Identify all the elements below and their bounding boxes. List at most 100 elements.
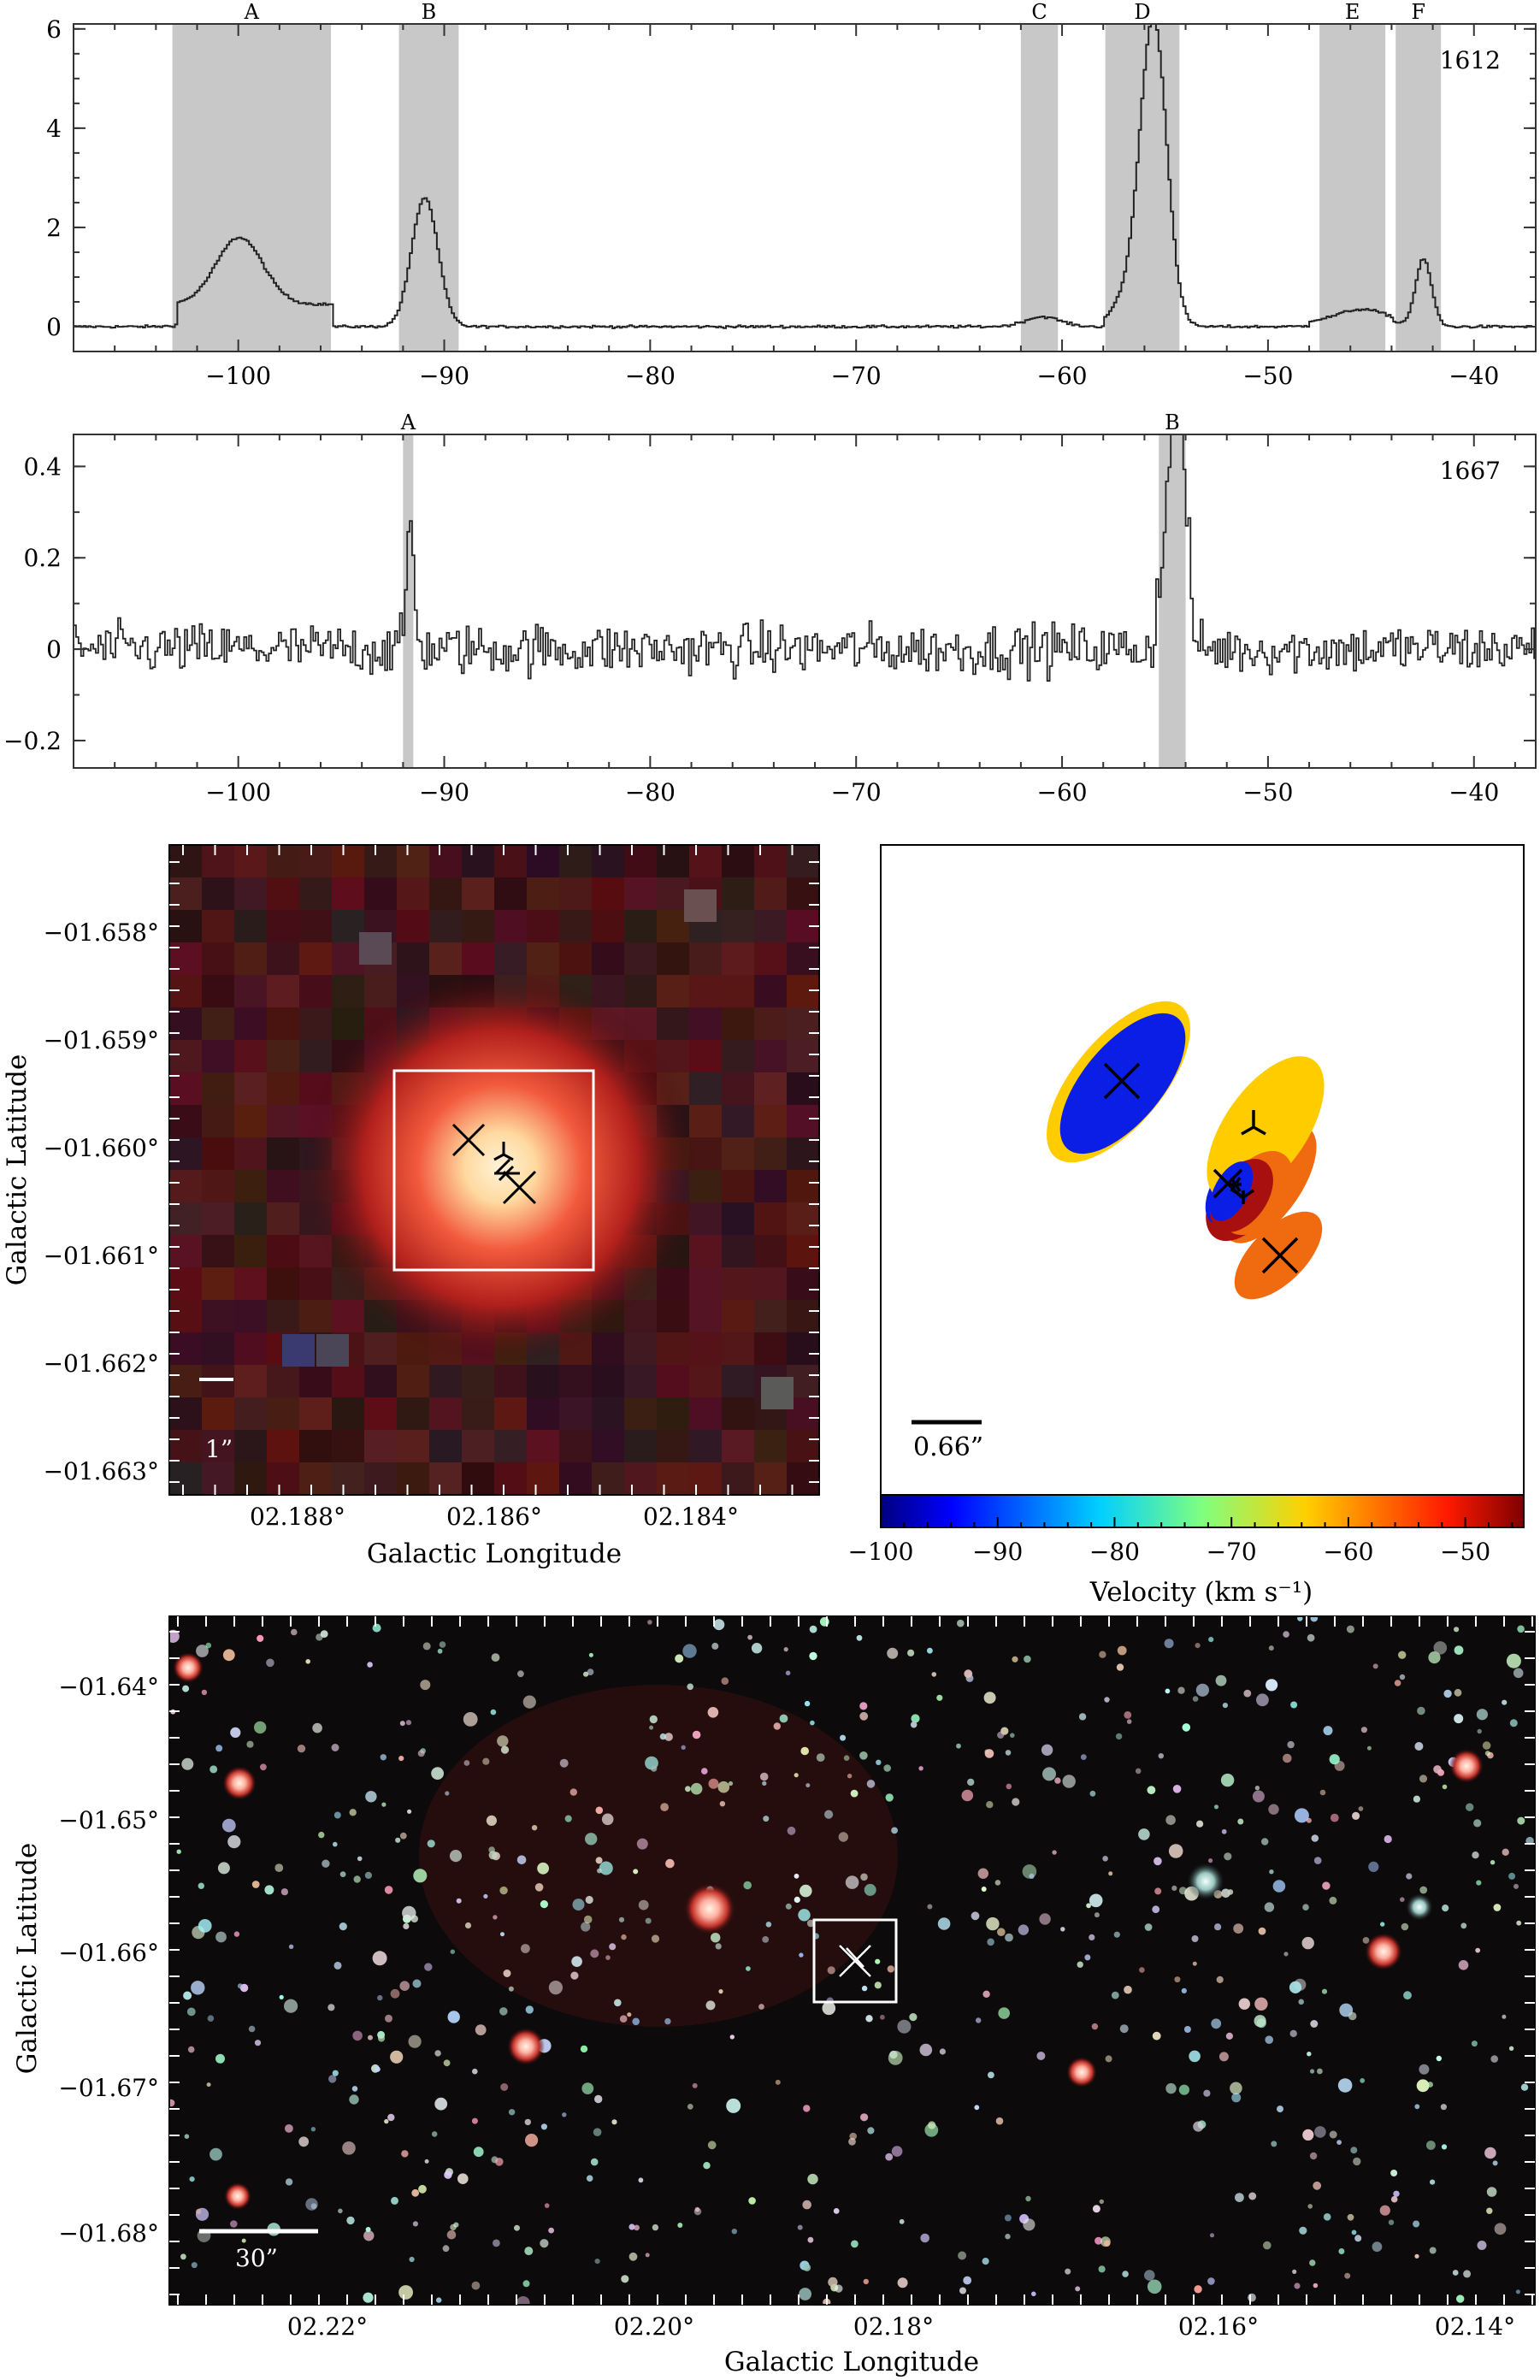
- star: [524, 2247, 534, 2256]
- star: [1164, 1639, 1174, 1649]
- star: [1426, 2141, 1436, 2150]
- star: [333, 1811, 341, 1819]
- zoom-pixel: [689, 1365, 722, 1397]
- star: [328, 2075, 337, 2083]
- star: [1172, 1785, 1182, 1793]
- star: [1041, 1744, 1053, 1756]
- zoom-pixel: [787, 1267, 819, 1300]
- star: [1525, 1836, 1534, 1846]
- star: [1466, 1803, 1474, 1811]
- zoom-pixel: [689, 1267, 722, 1300]
- star: [743, 1881, 752, 1890]
- zoom-pixel: [169, 1430, 202, 1462]
- star: [747, 1634, 752, 1640]
- star: [866, 1780, 876, 1788]
- star: [497, 1735, 509, 1747]
- zoom-pixel: [657, 910, 689, 942]
- star: [1366, 1745, 1372, 1751]
- star: [1094, 1912, 1100, 1918]
- star: [807, 2236, 814, 2243]
- star: [1287, 1740, 1295, 1749]
- star: [806, 1919, 815, 1928]
- star: [1075, 2286, 1081, 2292]
- colorbar-tick-label: −50: [1440, 1538, 1490, 1566]
- star: [1476, 1880, 1482, 1886]
- star: [1036, 2052, 1046, 2060]
- star: [601, 1813, 614, 1826]
- star: [1463, 2270, 1472, 2278]
- bright-red-star: [173, 1652, 204, 1683]
- star: [595, 1857, 603, 1864]
- star: [215, 2053, 225, 2064]
- zoom-pixel: [657, 1397, 689, 1430]
- star: [1460, 1922, 1467, 1929]
- zoom-pixel: [299, 1397, 332, 1430]
- star: [420, 1680, 431, 1691]
- zoom-pixel: [624, 975, 657, 1007]
- zoom-pixel: [684, 889, 717, 922]
- zoom-pixel: [527, 1462, 559, 1495]
- wide-image-xlabel: Galactic Longitude: [724, 2347, 979, 2377]
- x-tick-label: −40: [1449, 362, 1499, 390]
- star: [457, 2173, 469, 2184]
- x-tick-label: −50: [1242, 778, 1293, 806]
- star: [595, 1806, 604, 1815]
- region-label: D: [1134, 0, 1150, 24]
- star: [196, 2208, 202, 2215]
- star: [1506, 1653, 1521, 1668]
- star: [1492, 2160, 1498, 2166]
- star: [349, 1809, 357, 1816]
- star: [899, 2218, 905, 2224]
- star: [1502, 1848, 1509, 1856]
- star: [701, 1768, 708, 1775]
- star: [1430, 2179, 1436, 2185]
- star: [763, 1816, 770, 1822]
- star: [590, 1949, 599, 1958]
- zoom-pixel: [527, 910, 559, 942]
- spectrum-1667-y-tick-labels: −0.2 0 0.2 0.4: [3, 452, 62, 755]
- zoom-pixel: [332, 877, 364, 910]
- star: [1196, 1820, 1204, 1828]
- x-tick-label: −80: [625, 778, 676, 806]
- star: [1338, 2248, 1345, 2254]
- zoom-pixel: [657, 1007, 689, 1040]
- x-tick-label: −80: [625, 362, 676, 390]
- star: [1388, 2219, 1395, 2225]
- wide-image-inset-box: [812, 1918, 898, 2004]
- star: [586, 2175, 593, 2182]
- zoom-pixel: [754, 942, 787, 975]
- zoom-pixel: [754, 975, 787, 1007]
- star: [169, 1629, 180, 1643]
- star: [351, 2086, 358, 2092]
- star: [439, 1641, 446, 1648]
- star: [888, 2051, 903, 2065]
- zoom-pixel: [559, 942, 592, 975]
- star: [1443, 1689, 1452, 1698]
- zoom-pixel: [494, 845, 527, 877]
- zoom-pixel: [332, 1300, 364, 1332]
- zoom-pixel: [462, 845, 494, 877]
- zoom-pixel: [234, 975, 267, 1007]
- star: [660, 1803, 669, 1812]
- star: [1517, 1816, 1525, 1825]
- star: [1221, 1888, 1230, 1899]
- star: [1509, 1719, 1518, 1727]
- star: [424, 2159, 429, 2164]
- zoom-pixel: [364, 1430, 397, 1462]
- colorbar-tick-label: −100: [848, 1538, 914, 1566]
- zoom-pixel: [754, 845, 787, 877]
- wide-image-x-tick-labels: 02.22° 02.20° 02.18° 02.16° 02.14°: [287, 2312, 1515, 2341]
- star: [1099, 1651, 1106, 1658]
- zoom-pixel: [169, 1462, 202, 1495]
- zoom-pixel: [267, 1300, 299, 1332]
- star: [1089, 1934, 1095, 1940]
- zoom-pixel: [429, 1430, 462, 1462]
- zoom-pixel: [234, 910, 267, 942]
- star: [581, 1922, 591, 1932]
- spectrum-1612-line: [74, 24, 1536, 329]
- zoom-pixel: [761, 1377, 794, 1409]
- zoom-pixel: [787, 1137, 819, 1170]
- spectrum-1667-x-tick-labels: −100 −90 −80 −70 −60 −50 −40: [205, 778, 1499, 806]
- star: [779, 1714, 788, 1723]
